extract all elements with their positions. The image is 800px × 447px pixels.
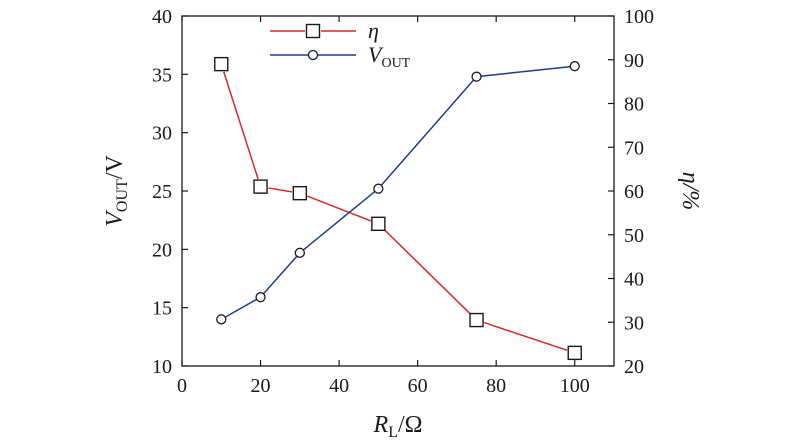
- series-line-vout: [262, 255, 298, 295]
- series-line-eta: [383, 228, 472, 315]
- x-axis-label-unit: /Ω: [398, 412, 423, 438]
- vout-point: [373, 183, 384, 194]
- legend-label-vout-sub: OUT: [381, 56, 410, 71]
- series-line-vout: [480, 65, 571, 77]
- series-line-eta: [306, 195, 372, 222]
- legend-marker-vout: [307, 49, 319, 61]
- vout-point: [569, 61, 580, 72]
- y-right-tick-label: 80: [624, 94, 644, 116]
- y-right-tick-label: 100: [624, 6, 654, 28]
- series-line-vout: [302, 190, 376, 251]
- vout-point: [294, 247, 305, 258]
- y-left-tick-label: 20: [152, 239, 172, 261]
- vout-point: [216, 314, 227, 325]
- x-tick-label: 20: [251, 375, 271, 397]
- y-left-tick-label: 35: [152, 64, 172, 86]
- series-line-eta: [268, 187, 293, 193]
- eta-point: [567, 345, 582, 361]
- legend-label-vout: VOUT: [368, 42, 411, 71]
- eta-point: [371, 216, 386, 232]
- vout-point: [255, 292, 266, 303]
- y-right-axis-label: η/%: [677, 172, 703, 211]
- y-left-tick-label: 15: [152, 298, 172, 320]
- series-line-vout: [224, 298, 258, 319]
- eta-point: [214, 56, 229, 72]
- eta-point: [469, 312, 484, 328]
- vout-point: [471, 71, 482, 82]
- y-left-axis-label-unit: /V: [102, 155, 128, 180]
- x-tick-label: 0: [177, 375, 187, 397]
- series-line-eta: [223, 71, 259, 180]
- eta-point: [292, 185, 308, 201]
- y-left-tick-label: 25: [152, 181, 172, 203]
- x-tick-label: 40: [329, 375, 349, 397]
- legend-label-vout-main: V: [368, 42, 384, 67]
- series-layer: [214, 56, 582, 361]
- y-left-axis-label-sub: OUT: [114, 179, 131, 212]
- y-left-axis-label-main: V: [102, 210, 128, 227]
- y-left-tick-label: 30: [152, 123, 172, 145]
- series-line-eta: [483, 321, 568, 352]
- y-right-tick-label: 70: [624, 137, 644, 159]
- x-tick-label: 60: [408, 375, 428, 397]
- x-tick-label: 80: [486, 375, 506, 397]
- legend-marker-eta: [305, 23, 321, 39]
- y-right-tick-label: 30: [624, 312, 644, 334]
- x-axis-label-main: R: [373, 412, 389, 438]
- x-axis-label-sub: L: [388, 424, 398, 441]
- y-right-tick-label: 60: [624, 181, 644, 203]
- y-right-tick-label: 20: [624, 356, 644, 378]
- legend-label-eta: η: [368, 18, 379, 43]
- axis-labels: RL/Ω VOUT/V η/%: [102, 155, 703, 441]
- y-left-tick-label: 40: [152, 6, 172, 28]
- y-left-axis-label: VOUT/V: [102, 155, 131, 227]
- axes: 0 20 40 60 80 100 10 15 20 25 30 35 40 20 30 40 50 60 70 80…: [152, 6, 654, 397]
- eta-point: [253, 179, 268, 194]
- x-axis-label: RL/Ω: [373, 412, 423, 441]
- y-left-tick-label: 10: [152, 356, 172, 378]
- y-right-tick-label: 50: [624, 225, 644, 247]
- y-right-tick-label: 40: [624, 269, 644, 291]
- series-line-vout: [380, 79, 475, 187]
- x-tick-label: 100: [560, 375, 590, 397]
- y-right-tick-label: 90: [624, 50, 644, 72]
